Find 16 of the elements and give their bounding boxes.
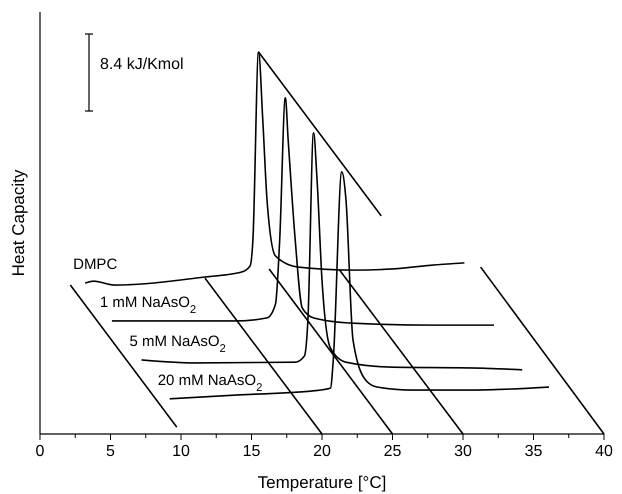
x-tick-label: 35 (524, 443, 542, 460)
series-label: 5 mM NaAsO$_{2}$ (130, 332, 226, 355)
y-axis-title: Heat Capacity (9, 169, 28, 276)
series-label: 1 mM NaAsO$_{2}$ (100, 294, 196, 316)
x-tick-label: 25 (384, 443, 402, 460)
x-axis-title: Temperature [°C] (258, 473, 386, 492)
x-tick-label: 30 (454, 443, 472, 460)
series-label: DMPC (73, 256, 118, 274)
x-tick-label: 15 (242, 443, 260, 460)
annotation: 8.4 kJ/Kmol (100, 56, 184, 73)
x-tick-label: 40 (595, 443, 613, 460)
x-tick-label: 5 (106, 443, 116, 460)
series-label: 20 mM NaAsO$_{2}$ (158, 372, 262, 394)
x-tick-label: 0 (36, 443, 45, 460)
x-tick-label: 20 (313, 443, 331, 460)
x-tick-label: 10 (172, 443, 190, 460)
